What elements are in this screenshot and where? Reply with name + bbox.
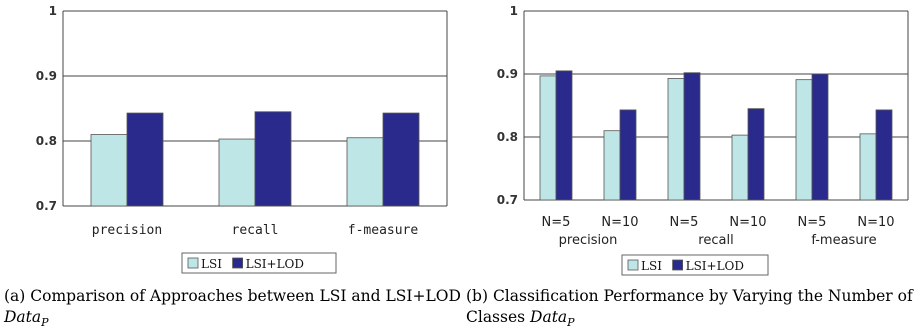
chart-a-bar-lsi xyxy=(218,138,256,207)
chart-a-legend-label: LSI+LOD xyxy=(246,257,304,271)
caption-b-variable: Data xyxy=(530,308,568,326)
chart-a-legend-swatch xyxy=(232,257,244,269)
caption-b-text: (b) Classification Performance by Varyin… xyxy=(466,287,913,326)
caption-a-text: (a) Comparison of Approaches between LSI… xyxy=(4,287,461,305)
chart-a-bar-lsi-lod xyxy=(254,111,292,207)
chart-b-legend-swatch xyxy=(672,259,683,271)
chart-b-group-label: precision xyxy=(559,233,618,248)
chart-b-bar-lsi xyxy=(859,133,877,201)
chart-a-legend: LSI LSI+LOD xyxy=(181,252,337,274)
chart-a-bar-lsi xyxy=(90,134,128,207)
chart-b-ytick-label: 0.9 xyxy=(497,67,518,81)
chart-b-bar-lsi xyxy=(731,134,749,201)
chart-a-x-tick-label: precision xyxy=(92,223,162,238)
chart-b-bar-lsi xyxy=(539,75,557,201)
chart-a-ytick-label: 1 xyxy=(49,4,57,18)
chart-b-bar-lsi-lod xyxy=(555,70,573,201)
caption-a-variable: Data xyxy=(4,308,42,326)
chart-b-ytick-label: 0.8 xyxy=(497,130,518,144)
chart-b-x-tick-label: N=10 xyxy=(729,215,766,230)
chart-b-x-tick-label: N=5 xyxy=(798,215,827,230)
chart-b-bar-lsi-lod xyxy=(747,108,765,201)
chart-a-ytick-label: 0.9 xyxy=(36,69,57,83)
chart-b-bar-lsi-lod xyxy=(811,73,829,201)
chart-b-bar-lsi-lod xyxy=(875,109,893,201)
chart-a-legend-label: LSI xyxy=(201,257,222,271)
chart-a-x-tick-label: recall xyxy=(232,223,279,238)
chart-b-bar-lsi xyxy=(667,78,685,201)
chart-b: 0.7 0.8 0.9 1 N=5 N=10 N=5 N=10 N=5 N=10 precision… xyxy=(497,4,909,276)
chart-a-legend-swatch xyxy=(187,257,199,269)
chart-a-x-tick-label: f-measure xyxy=(348,223,419,238)
caption-a-subscript: P xyxy=(41,316,49,330)
chart-b-bar-lsi xyxy=(795,79,813,201)
chart-a-bar-lsi xyxy=(346,137,384,207)
caption-a: (a) Comparison of Approaches between LSI… xyxy=(4,286,462,333)
chart-a-legend-box xyxy=(181,252,337,274)
chart-b-group-label: recall xyxy=(698,233,733,248)
chart-b-group-label: f-measure xyxy=(811,233,876,248)
chart-b-legend: LSI LSI+LOD xyxy=(621,254,769,276)
chart-a-bar-lsi-lod xyxy=(126,112,164,207)
chart-b-x-tick-label: N=10 xyxy=(857,215,894,230)
chart-b-legend-label: LSI xyxy=(641,259,662,273)
chart-b-bar-lsi-lod xyxy=(619,109,637,201)
chart-b-x-tick-label: N=5 xyxy=(670,215,699,230)
chart-a-ytick-label: 0.7 xyxy=(36,199,57,213)
chart-a-ytick-label: 0.8 xyxy=(36,134,57,148)
chart-a-bar-lsi-lod xyxy=(382,112,420,207)
chart-b-bar-lsi xyxy=(603,130,621,201)
chart-b-ytick-label: 1 xyxy=(510,4,518,18)
chart-b-x-tick-label: N=5 xyxy=(542,215,571,230)
chart-b-ytick-label: 0.7 xyxy=(497,193,518,207)
caption-b-subscript: P xyxy=(567,316,575,330)
chart-b-legend-label: LSI+LOD xyxy=(686,259,744,273)
chart-b-legend-box xyxy=(621,254,769,276)
chart-b-bar-lsi-lod xyxy=(683,72,701,201)
chart-b-legend-swatch xyxy=(627,259,639,271)
chart-b-x-tick-label: N=10 xyxy=(601,215,638,230)
caption-b: (b) Classification Performance by Varyin… xyxy=(466,286,918,333)
